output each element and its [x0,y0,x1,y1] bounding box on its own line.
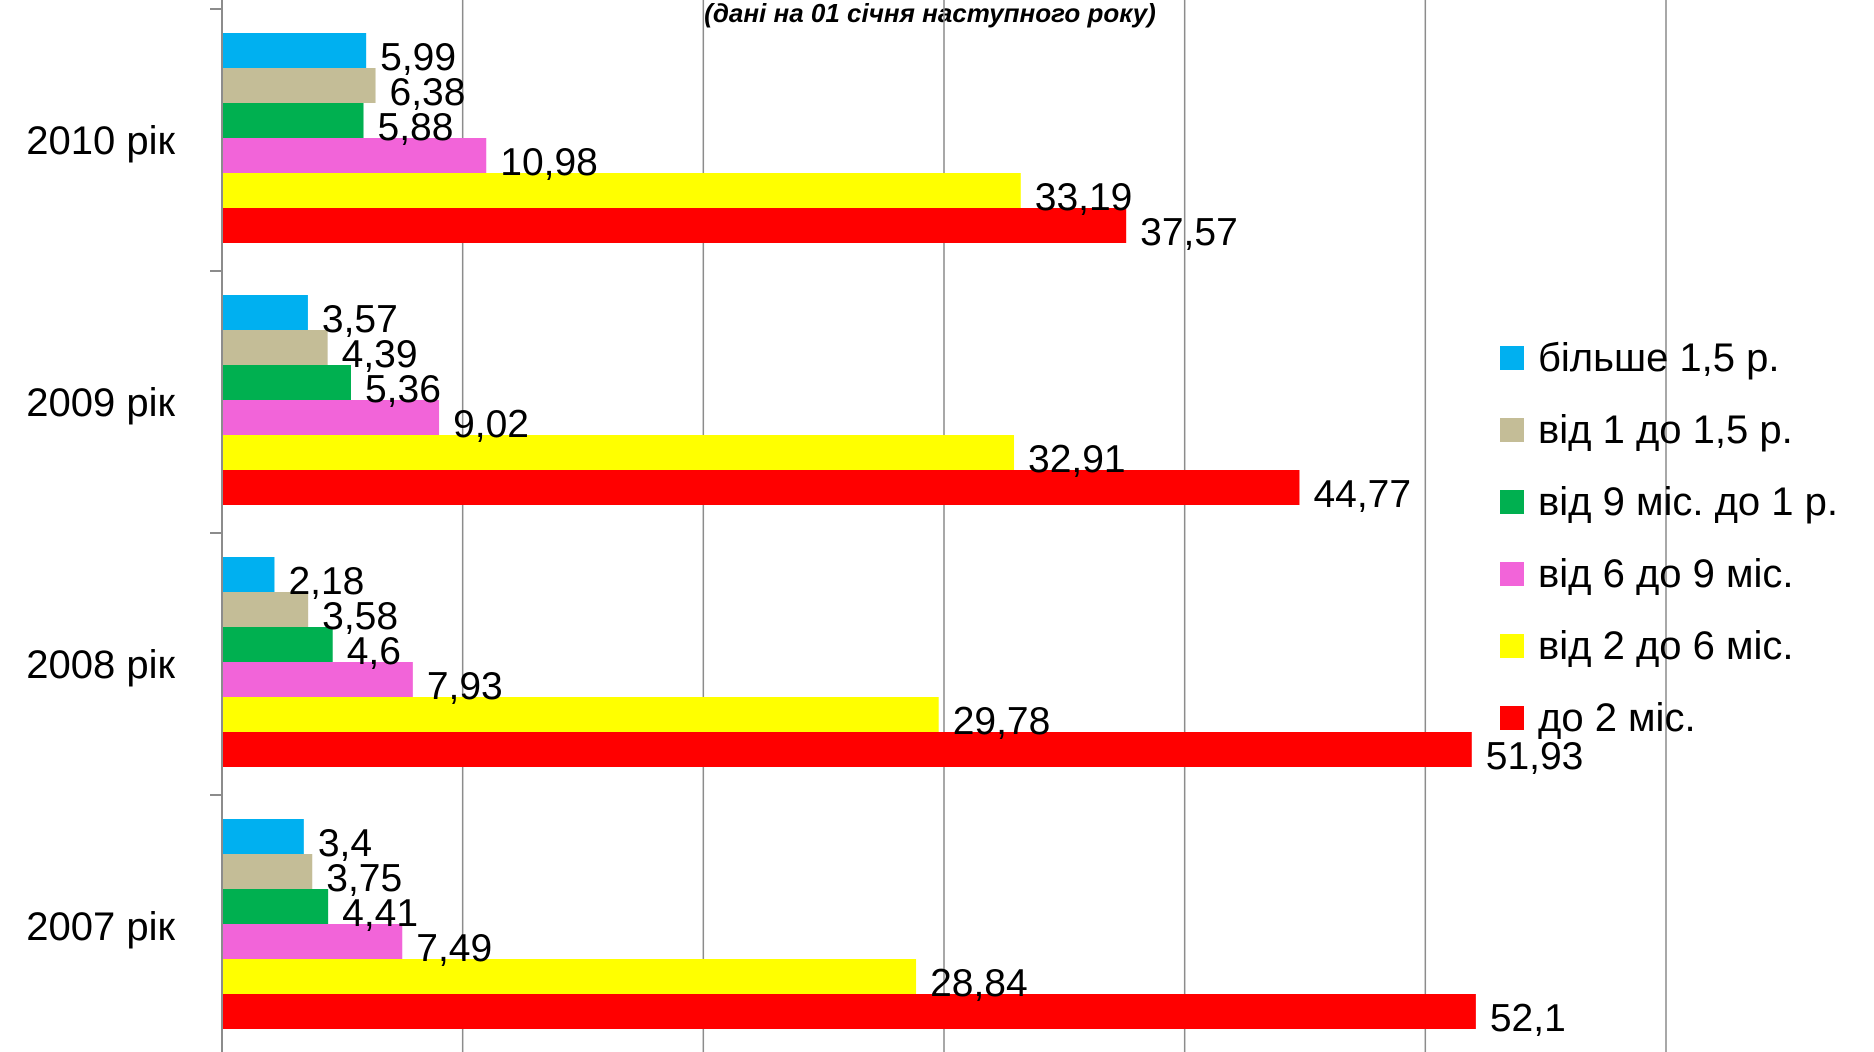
legend-swatch [1500,346,1524,370]
bar [222,400,440,435]
legend-label: від 2 до 6 міс. [1538,623,1794,668]
legend: більше 1,5 р. від 1 до 1,5 р. від 9 міс. д… [1500,322,1838,754]
data-label: 29,78 [953,700,1051,743]
data-label: 7,49 [416,927,492,970]
gridlines [461,0,1667,1052]
data-label: 3,58 [322,595,398,638]
category-axis [210,0,223,1052]
bar [222,662,413,697]
legend-swatch [1500,490,1524,514]
legend-item: від 6 до 9 міс. [1500,538,1838,610]
data-labels: 3,43,754,417,49 28,84 52,1 2,183,584,6 7,93 2… [288,36,1583,1040]
data-label: 2,18 [288,560,364,603]
bar [222,330,328,365]
legend-item: більше 1,5 р. [1500,322,1838,394]
legend-item: до 2 міс. [1500,682,1838,754]
bar [222,557,275,592]
bar [222,994,1476,1029]
bar [222,33,367,68]
legend-swatch [1500,562,1524,586]
bar [222,959,917,994]
bar [222,295,308,330]
legend-item: від 9 міс. до 1 р. [1500,466,1838,538]
data-label: 33,19 [1035,176,1133,219]
data-label: 3,75 [326,857,402,900]
data-label: 37,57 [1140,211,1238,254]
bar [222,173,1021,208]
legend-label: до 2 міс. [1538,695,1696,740]
data-label: 51,93 [1486,735,1584,778]
bar [222,435,1015,470]
legend-label: від 1 до 1,5 р. [1538,407,1793,452]
bar [222,138,487,173]
legend-item: від 1 до 1,5 р. [1500,394,1838,466]
bar [222,697,939,732]
data-label: 4,6 [347,630,401,673]
category-labels: 2007 рік 2008 рік 2009 рік 2010 рік [26,119,175,949]
legend-item: від 2 до 6 міс. [1500,610,1838,682]
bar [222,732,1472,767]
bar [222,627,333,662]
bar [222,470,1300,505]
chart-subtitle: (дані на 01 січня наступного року) [704,0,1156,28]
data-label: 10,98 [500,141,598,184]
bar [222,924,403,959]
bar [222,592,309,627]
legend-label: від 9 міс. до 1 р. [1538,479,1838,524]
data-label: 44,77 [1313,473,1411,516]
bars [222,33,1476,1029]
data-label: 9,02 [453,403,529,446]
legend-swatch [1500,706,1524,730]
bar [222,68,376,103]
legend-label: від 6 до 9 міс. [1538,551,1794,596]
data-label: 4,41 [342,892,418,935]
legend-label: більше 1,5 р. [1538,335,1780,380]
data-label: 5,88 [378,106,454,149]
data-label: 7,93 [427,665,503,708]
category-label: 2009 рік [26,381,175,425]
legend-swatch [1500,418,1524,442]
bar [222,819,304,854]
bar [222,889,329,924]
legend-swatch [1500,634,1524,658]
bar [222,103,364,138]
data-label: 6,38 [390,71,466,114]
data-label: 3,57 [322,298,398,341]
data-label: 32,91 [1028,438,1126,481]
data-label: 52,1 [1490,997,1566,1040]
data-label: 28,84 [930,962,1028,1005]
bar [222,854,313,889]
bar [222,365,351,400]
category-label: 2007 рік [26,905,175,949]
category-label: 2008 рік [26,643,175,687]
data-label: 5,99 [380,36,456,79]
data-label: 4,39 [342,333,418,376]
category-label: 2010 рік [26,119,175,163]
data-label: 5,36 [365,368,441,411]
data-label: 3,4 [318,822,372,865]
bar [222,208,1127,243]
